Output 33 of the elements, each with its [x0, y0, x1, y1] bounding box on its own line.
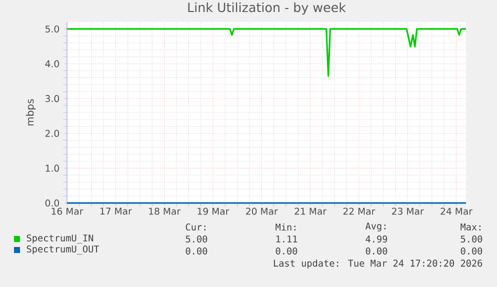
text: 0.00: [366, 247, 388, 255]
y-axis-title: mbps: [26, 99, 36, 126]
text: 5.00: [460, 235, 482, 243]
x-tick-label: 18 Mar: [149, 208, 181, 215]
text: Min:: [276, 223, 296, 231]
text: Last update: Tue Mar 24 17:20:20 2026: [274, 259, 482, 269]
y-tick-label: 0.0: [45, 199, 59, 207]
text: Cur:: [186, 223, 206, 231]
x-tick-label: 21 Mar: [294, 208, 326, 215]
legend-label: SpectrumU_OUT: [26, 245, 100, 255]
x-tick-label: 24 Mar: [440, 208, 472, 215]
x-tick-label: 19 Mar: [198, 208, 230, 215]
text: 4.99: [366, 235, 388, 243]
text: Avg:: [365, 222, 386, 232]
y-tick-label: 1.0: [46, 164, 59, 172]
x-tick-label: 20 Mar: [246, 208, 278, 215]
x-tick-label: 22 Mar: [343, 208, 376, 215]
legend-label: SpectrumU_IN: [26, 234, 94, 244]
y-tick-label: 4.0: [45, 60, 59, 68]
y-tick-label: 3.0: [45, 95, 59, 102]
text: 0.00: [276, 247, 298, 255]
x-tick-label: 17 Mar: [100, 208, 132, 215]
text: 0.00: [460, 247, 482, 255]
text: 1.11: [276, 236, 298, 242]
text: Max:: [460, 224, 480, 230]
x-tick-label: 23 Mar: [392, 208, 424, 215]
text: 0.00: [186, 247, 208, 255]
y-tick-label: 2.0: [45, 130, 59, 137]
chart-title: Link Utilization - by week: [188, 2, 346, 15]
line-series: [66, 28, 467, 77]
text: 5.00: [186, 235, 208, 243]
x-tick-label: 16 Mar: [52, 208, 84, 215]
y-tick-label: 5.0: [45, 25, 59, 32]
